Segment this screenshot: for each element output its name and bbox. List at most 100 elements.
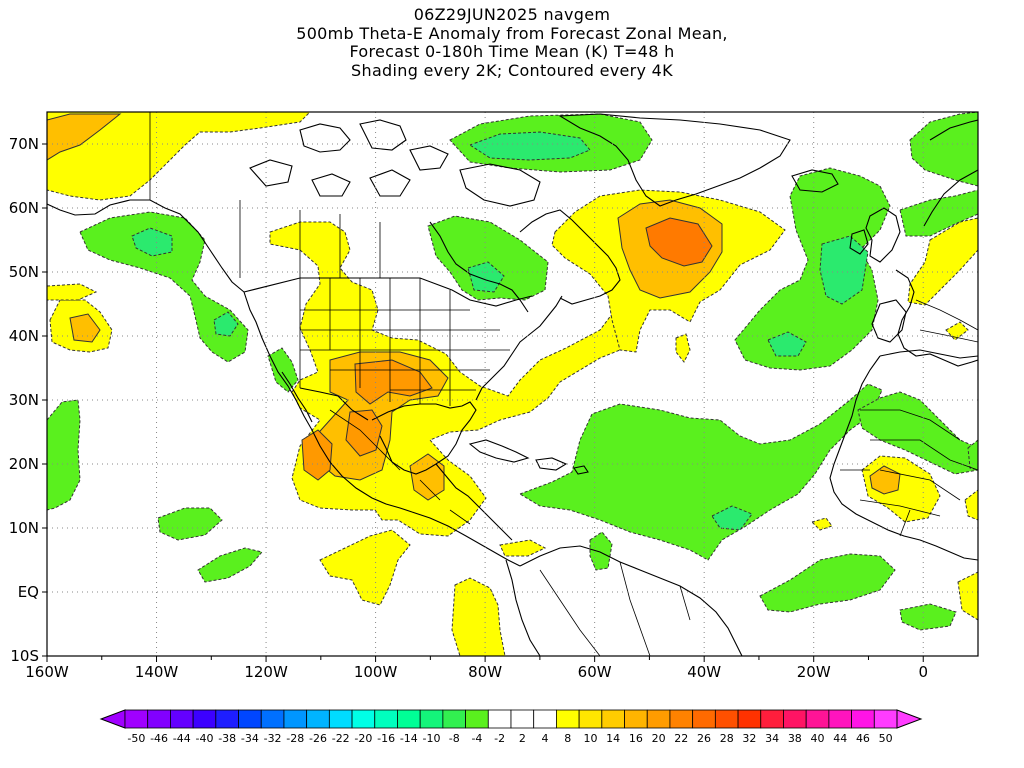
colorbar-label: -38 xyxy=(218,732,236,745)
borders-south-america xyxy=(539,561,691,656)
colorbar-label: 28 xyxy=(720,732,734,745)
colorbar-label: -14 xyxy=(400,732,418,745)
y-tick-label: 10N xyxy=(9,519,39,537)
colorbar-swatch xyxy=(828,709,852,729)
coastline-africa-north xyxy=(879,349,978,359)
coastline-iceland xyxy=(791,169,839,193)
colorbar-label: 32 xyxy=(742,732,756,745)
borders-europe xyxy=(915,299,978,343)
anomaly-core-mexico-south xyxy=(345,409,383,457)
x-tick-label: 40W xyxy=(687,663,721,681)
coastline-labrador xyxy=(519,209,621,305)
coastline-arctic-islands-1 xyxy=(299,123,351,153)
colorbar-label: 16 xyxy=(629,732,643,745)
x-tick-label: 0 xyxy=(918,663,928,681)
colorbar-swatch xyxy=(737,709,762,729)
anomaly-region-africa-coast xyxy=(964,489,978,521)
anomaly-core-west-africa xyxy=(869,465,901,495)
anomaly-region-europe-small xyxy=(945,321,969,341)
anomaly-core-gulf-of-alaska xyxy=(131,227,173,257)
negative-anomaly-shading xyxy=(47,112,978,631)
coastline-ireland xyxy=(849,229,869,255)
colorbar-label: -28 xyxy=(286,732,304,745)
y-tick-label: 10S xyxy=(10,647,39,665)
anomaly-region-europe xyxy=(907,217,978,306)
colorbar-swatch xyxy=(283,709,308,729)
y-tick-label: 20N xyxy=(9,455,39,473)
map-boundaries xyxy=(47,112,978,656)
coastline-arctic-islands-6 xyxy=(369,169,411,197)
colorbar-swatch xyxy=(783,709,807,729)
colorbar-arrow-max xyxy=(896,709,923,729)
coastline-hudson-bay xyxy=(429,221,529,313)
colorbar-label: -8 xyxy=(449,732,460,745)
colorbar-swatch xyxy=(873,709,898,729)
colorbar-label: -22 xyxy=(332,732,350,745)
colorbar-label: 26 xyxy=(697,732,711,745)
colorbar-label: 44 xyxy=(833,732,847,745)
coastline-scandinavia xyxy=(923,119,978,227)
anomaly-core-yucatan xyxy=(409,453,445,501)
coastline-south-america xyxy=(519,545,743,656)
anomaly-region-gulf-guinea-south xyxy=(899,603,957,631)
colorbar-label: -10 xyxy=(423,732,441,745)
anomaly-region-pacific-tropics-2 xyxy=(197,547,263,583)
colorbar-label: 20 xyxy=(652,732,666,745)
x-tick-label: 120W xyxy=(244,663,288,681)
border-us-canada xyxy=(243,277,533,307)
coastline-greenland xyxy=(558,113,791,207)
colorbar-label: 34 xyxy=(765,732,779,745)
colorbar-swatch xyxy=(556,709,580,729)
coastline-central-america xyxy=(411,511,521,567)
colorbar-swatch xyxy=(851,709,875,729)
colorbar-swatch xyxy=(328,709,353,729)
colorbar-label: 14 xyxy=(606,732,620,745)
colorbar-swatch xyxy=(419,709,444,729)
x-tick-label: 140W xyxy=(135,663,179,681)
borders-mexico-central-america xyxy=(329,409,471,525)
x-tick-label: 20W xyxy=(797,663,831,681)
anomaly-core-greenland-north xyxy=(468,131,591,161)
anomaly-region-arctic-east xyxy=(909,112,978,187)
y-tick-label: 50N xyxy=(9,263,39,281)
borders-canada-provinces xyxy=(149,112,381,278)
coastline-iberia xyxy=(871,299,907,343)
colorbar-label: -32 xyxy=(264,732,282,745)
coastline-cuba xyxy=(468,439,530,463)
title-shading: Shading every 2K; Contoured every 4K xyxy=(351,60,673,80)
anomaly-region-tropical-atlantic xyxy=(811,517,833,531)
anomaly-region-colombia xyxy=(451,577,506,656)
colorbar-label: -40 xyxy=(195,732,213,745)
anomaly-region-east-pacific xyxy=(319,529,411,606)
anomaly-core-azores xyxy=(767,331,807,357)
colorbar-swatch xyxy=(646,709,671,729)
graticule xyxy=(47,112,978,656)
title-forecast: Forecast 0-180h Time Mean (K) T=48 h xyxy=(349,42,675,61)
colorbar-label: -46 xyxy=(150,732,168,745)
anomaly-region-gulf-of-alaska xyxy=(79,211,249,363)
colorbar-label: 4 xyxy=(542,732,549,745)
colorbar-swatch xyxy=(170,709,194,729)
colorbar-label: 38 xyxy=(788,732,802,745)
coastline-baja xyxy=(281,371,313,423)
colorbar-label: 10 xyxy=(583,732,597,745)
colorbar-swatch xyxy=(124,709,149,729)
coastline-baffin-island xyxy=(459,163,541,207)
colorbar-swatch xyxy=(669,709,694,729)
coastline-arctic-islands-3 xyxy=(409,145,449,171)
colorbar-swatch xyxy=(397,709,421,729)
title-run-info: 06Z29JUN2025 navgem xyxy=(413,5,611,24)
colorbar: -50 -46 -44 -40 -38 -34 -32 -28 -26 -22 -20 -16 -14-… xyxy=(99,709,923,745)
colorbar-swatch xyxy=(510,709,535,729)
x-tick-label: 100W xyxy=(354,663,398,681)
colorbar-swatch xyxy=(533,709,557,729)
y-tick-label: 70N xyxy=(9,135,39,153)
colorbar-swatch xyxy=(306,709,330,729)
colorbar-label: 22 xyxy=(674,732,688,745)
anomaly-core-pacific-nw xyxy=(213,311,239,337)
y-tick-label: 40N xyxy=(9,327,39,345)
colorbar-swatch xyxy=(147,709,171,729)
colorbar-label: -44 xyxy=(173,732,191,745)
anomaly-region-alaska xyxy=(47,112,311,201)
anomaly-region-hudson-bay xyxy=(427,215,549,301)
